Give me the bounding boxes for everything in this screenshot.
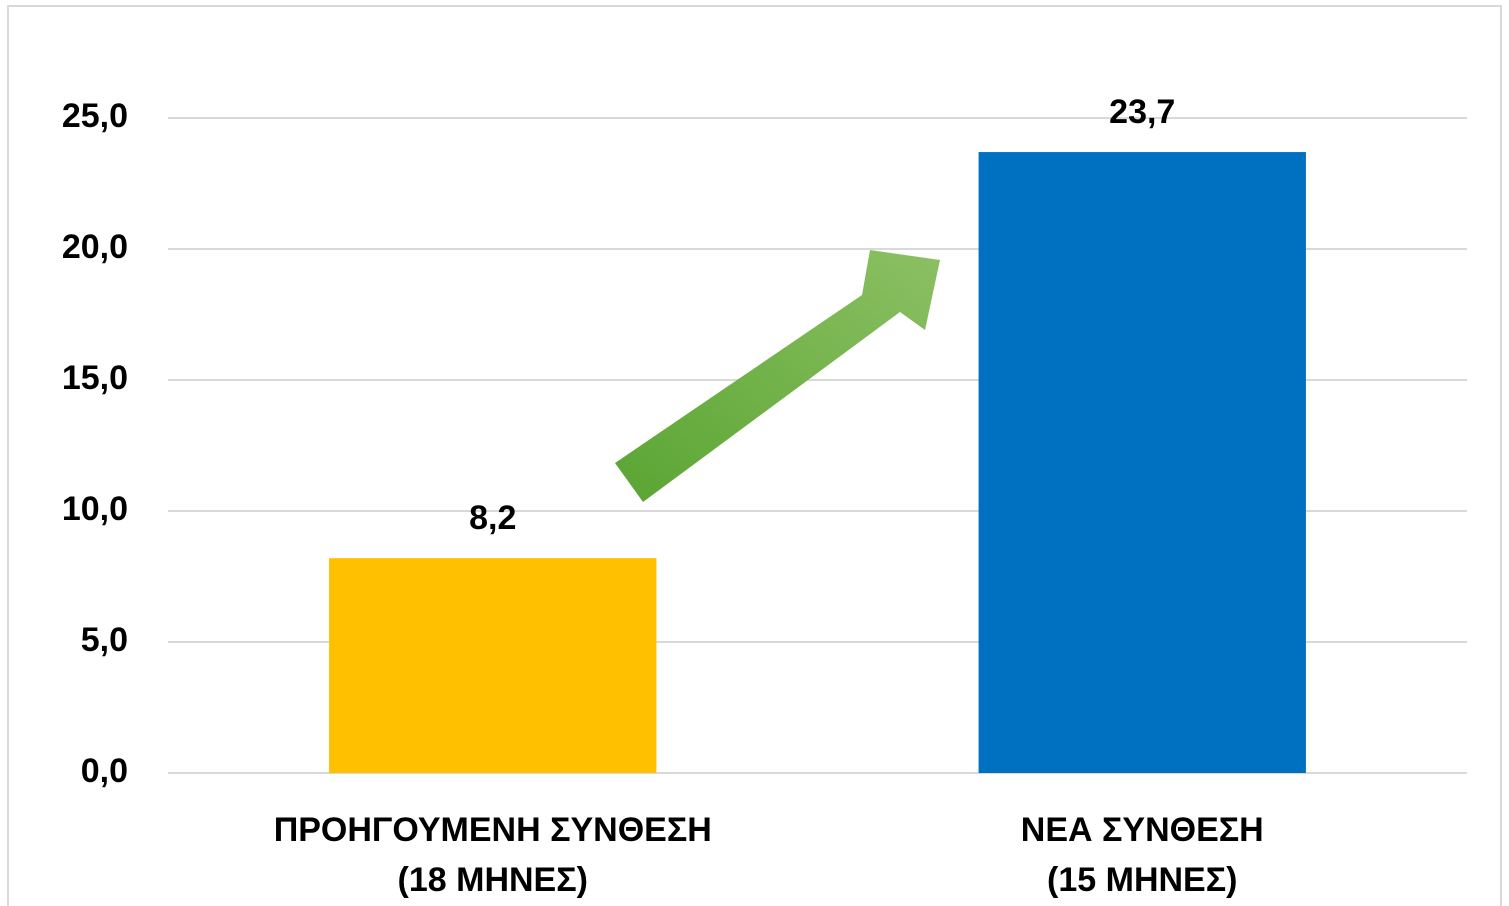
data-label: 8,2 bbox=[469, 499, 516, 537]
y-tick-label: 10,0 bbox=[62, 490, 128, 528]
y-tick-label: 20,0 bbox=[62, 228, 128, 266]
data-label: 23,7 bbox=[1109, 93, 1175, 131]
y-tick-label: 0,0 bbox=[81, 752, 128, 790]
frame bbox=[7, 5, 1502, 906]
y-tick-label: 25,0 bbox=[62, 97, 128, 135]
y-tick-label: 5,0 bbox=[81, 621, 128, 659]
bar bbox=[978, 152, 1306, 773]
trend-arrow bbox=[615, 250, 940, 502]
x-tick-label: ΝΕΑ ΣΥΝΘΕΣΗ (15 ΜΗΝΕΣ) bbox=[1020, 811, 1264, 899]
x-tick-label: ΠΡΟΗΓΟΥΜΕΝΗ ΣΥΝΘΕΣΗ (18 ΜΗΝΕΣ) bbox=[273, 811, 712, 899]
bar bbox=[329, 558, 657, 773]
y-tick-label: 15,0 bbox=[62, 359, 128, 397]
